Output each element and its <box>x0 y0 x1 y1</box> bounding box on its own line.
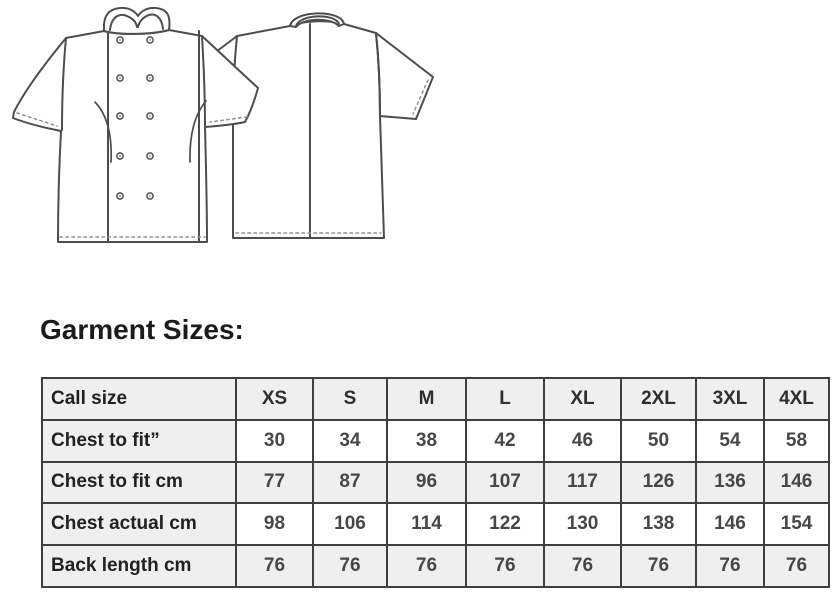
size-table-row: Chest to fit” 30 34 38 42 46 50 54 58 <box>41 418 830 463</box>
row-label: Chest actual cm <box>41 502 237 547</box>
size-value-cell: 146 <box>695 502 765 547</box>
size-value-cell: 50 <box>620 418 697 463</box>
front-right-side-curve <box>189 100 207 163</box>
back-right-sleeve <box>375 32 434 120</box>
column-header-xs: XS <box>235 377 314 421</box>
front-collar-right-fold <box>137 13 164 30</box>
size-value-cell: 76 <box>543 544 622 588</box>
size-value-cell: 96 <box>386 460 467 505</box>
size-value-cell: 34 <box>312 418 388 463</box>
size-table-row: Chest to fit cm 77 87 96 107 117 126 136 146 <box>41 460 830 505</box>
size-value-cell: 76 <box>620 544 697 588</box>
front-left-armhole-seam <box>61 37 67 131</box>
column-header-l: L <box>465 377 545 421</box>
size-value-cell: 138 <box>620 502 697 547</box>
column-header-m: M <box>386 377 467 421</box>
size-value-cell: 136 <box>695 460 765 505</box>
size-value-cell: 76 <box>465 544 545 588</box>
size-value-cell: 122 <box>465 502 545 547</box>
row-label: Back length cm <box>41 544 237 588</box>
size-value-cell: 54 <box>695 418 765 463</box>
column-header-s: S <box>312 377 388 421</box>
size-value-cell: 146 <box>763 460 830 505</box>
size-value-cell: 98 <box>235 502 314 547</box>
row-label: Chest to fit cm <box>41 460 237 505</box>
size-value-cell: 76 <box>695 544 765 588</box>
size-value-cell: 76 <box>235 544 314 588</box>
row-label: Chest to fit” <box>41 418 237 463</box>
column-header-2xl: 2XL <box>620 377 697 421</box>
back-collar-inner-line <box>295 15 340 27</box>
size-value-cell: 154 <box>763 502 830 547</box>
size-value-cell: 38 <box>386 418 467 463</box>
column-header-xl: XL <box>543 377 622 421</box>
back-right-armhole-seam <box>375 32 381 117</box>
garment-size-table: Call size XS S M L XL 2XL 3XL 4XL Chest to fit” 30… <box>41 377 830 588</box>
front-right-cuff-stitching <box>209 116 248 123</box>
column-header-call-size: Call size <box>41 377 237 421</box>
back-body <box>232 20 385 239</box>
size-value-cell: 58 <box>763 418 830 463</box>
size-value-cell: 126 <box>620 460 697 505</box>
size-value-cell: 77 <box>235 460 314 505</box>
size-value-cell: 42 <box>465 418 545 463</box>
size-value-cell: 107 <box>465 460 545 505</box>
front-buttons <box>116 36 154 200</box>
size-value-cell: 114 <box>386 502 467 547</box>
front-button-centres <box>119 39 151 197</box>
size-value-cell: 130 <box>543 502 622 547</box>
size-value-cell: 87 <box>312 460 388 505</box>
page-title: Garment Sizes: <box>40 314 244 345</box>
back-cuff-stitching <box>412 79 429 115</box>
column-header-3xl: 3XL <box>695 377 765 421</box>
size-table-row: Back length cm 76 76 76 76 76 76 76 76 <box>41 544 830 588</box>
size-table-row: Chest actual cm 98 106 114 122 130 138 146 154 <box>41 502 830 547</box>
front-collar-left-fold <box>109 13 138 31</box>
size-value-cell: 76 <box>763 544 830 588</box>
size-value-cell: 76 <box>312 544 388 588</box>
column-header-4xl: 4XL <box>763 377 830 421</box>
front-left-cuff-stitching <box>16 112 58 127</box>
size-value-cell: 117 <box>543 460 622 505</box>
front-right-armhole-seam <box>201 35 206 127</box>
garment-illustration <box>12 6 434 243</box>
chef-jacket-back-view <box>201 12 434 239</box>
size-table-header-row: Call size XS S M L XL 2XL 3XL 4XL <box>41 377 830 421</box>
chef-jacket-front-view <box>12 6 259 243</box>
size-value-cell: 76 <box>386 544 467 588</box>
size-value-cell: 46 <box>543 418 622 463</box>
size-value-cell: 106 <box>312 502 388 547</box>
front-body-and-sleeves <box>12 29 259 243</box>
size-value-cell: 30 <box>235 418 314 463</box>
